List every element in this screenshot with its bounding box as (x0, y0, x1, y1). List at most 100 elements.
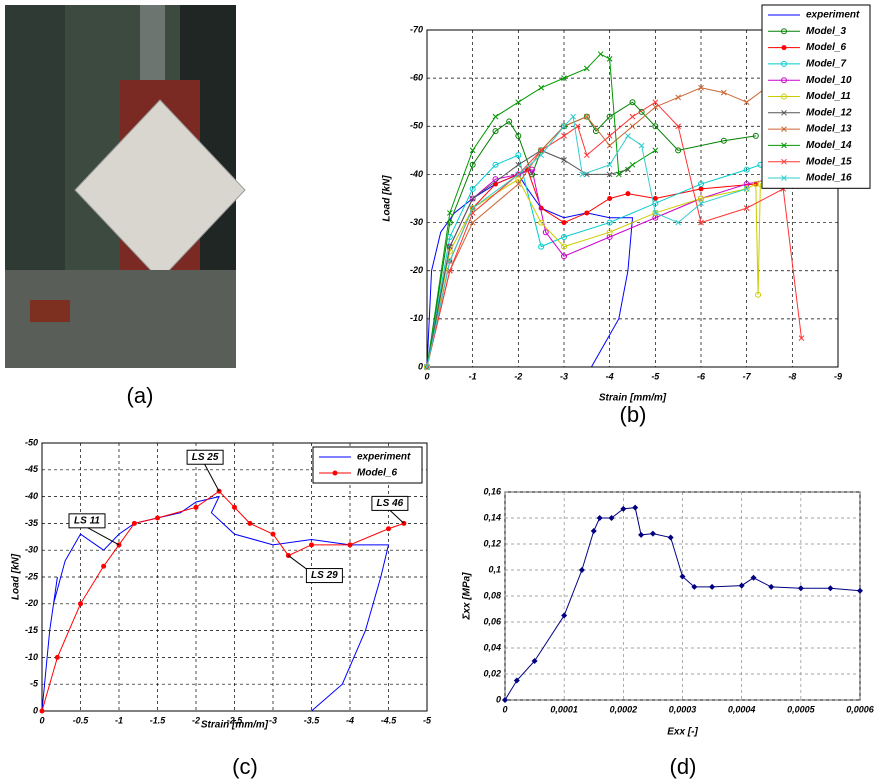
x-tick-label: -7 (743, 371, 752, 381)
marker (606, 133, 613, 139)
marker (625, 166, 631, 173)
x-tick-label: 0,0001 (550, 704, 578, 714)
legend-label: Model_11 (806, 91, 851, 102)
marker (596, 515, 603, 521)
y-tick-label: -70 (410, 24, 423, 34)
marker (625, 133, 631, 139)
marker (561, 253, 567, 260)
marker (584, 210, 590, 216)
marker (781, 93, 787, 100)
x-tick-label: -5 (423, 715, 432, 725)
y-tick-label: 0,06 (483, 616, 502, 626)
marker (781, 77, 787, 84)
marker (675, 219, 682, 226)
y-tick-label: -15 (25, 625, 39, 635)
x-tick-label: -0.5 (73, 715, 90, 725)
x-tick-label: -2 (514, 371, 522, 381)
marker (538, 84, 545, 91)
marker (652, 210, 659, 216)
y-tick-label: 0 (33, 705, 38, 715)
marker (54, 654, 60, 660)
marker (606, 142, 613, 149)
marker (652, 196, 658, 201)
marker (446, 234, 453, 241)
marker (743, 185, 750, 192)
marker (469, 205, 476, 211)
marker (827, 585, 834, 592)
x-tick-label: 0,0003 (669, 704, 697, 714)
marker (131, 520, 137, 526)
x-tick-label: -3.5 (304, 715, 321, 725)
legend-label: Model_6 (357, 468, 397, 479)
marker (607, 196, 613, 201)
annotation: LS 46 (377, 498, 404, 509)
marker (538, 243, 545, 250)
x-axis-label: Strain [mm/m] (599, 393, 667, 404)
x-tick-label: -3 (269, 715, 277, 725)
series-line (426, 101, 802, 368)
y-tick-label: -20 (25, 598, 38, 608)
marker (561, 157, 567, 163)
marker (781, 45, 787, 51)
y-tick-label: 0,08 (483, 590, 501, 600)
marker (574, 123, 581, 130)
marker (781, 60, 787, 67)
marker (768, 583, 775, 590)
marker (698, 195, 704, 202)
marker (446, 243, 453, 250)
marker (750, 574, 757, 581)
marker (857, 587, 863, 594)
marker (270, 531, 276, 537)
photo (5, 5, 246, 368)
marker (446, 219, 453, 226)
marker (590, 528, 597, 534)
annotation: LS 25 (192, 452, 219, 463)
marker (513, 677, 520, 684)
marker (561, 123, 567, 130)
y-tick-label: 0,12 (483, 538, 501, 548)
marker (652, 99, 659, 106)
marker (347, 542, 353, 548)
y-tick-label: -40 (25, 491, 38, 501)
y-tick-label: 0,04 (483, 642, 501, 652)
x-tick-label: 0,0006 (846, 704, 875, 714)
marker (469, 161, 476, 168)
marker (629, 161, 636, 168)
marker (570, 113, 576, 120)
marker (469, 195, 476, 202)
marker (515, 132, 522, 139)
marker (638, 142, 645, 149)
marker (247, 520, 253, 526)
y-axis-label: Load [kN] (11, 553, 22, 600)
marker (515, 171, 522, 178)
x-tick-label: -6 (697, 371, 706, 381)
marker (781, 158, 787, 165)
y-tick-label: 0 (418, 361, 423, 371)
marker (743, 99, 750, 106)
annotation-arrow (203, 463, 220, 492)
y-tick-label: 0,16 (483, 486, 502, 496)
marker (798, 335, 805, 341)
y-tick-label: -50 (410, 121, 423, 131)
panel-label: (c) (232, 754, 258, 779)
marker (675, 123, 682, 130)
marker (638, 108, 645, 115)
annotation: LS 29 (311, 570, 338, 581)
marker (781, 28, 787, 35)
marker (515, 176, 522, 183)
y-tick-label: -20 (410, 265, 423, 275)
annotation-box (371, 495, 409, 511)
marker (561, 234, 567, 241)
marker (561, 612, 568, 619)
y-tick-label: 0,02 (483, 668, 501, 678)
marker (781, 126, 787, 132)
marker (506, 118, 513, 125)
marker (606, 229, 613, 236)
marker (797, 585, 804, 592)
marker (561, 243, 567, 250)
marker (720, 137, 727, 144)
marker (101, 563, 107, 569)
marker (649, 530, 656, 537)
marker (652, 200, 659, 207)
